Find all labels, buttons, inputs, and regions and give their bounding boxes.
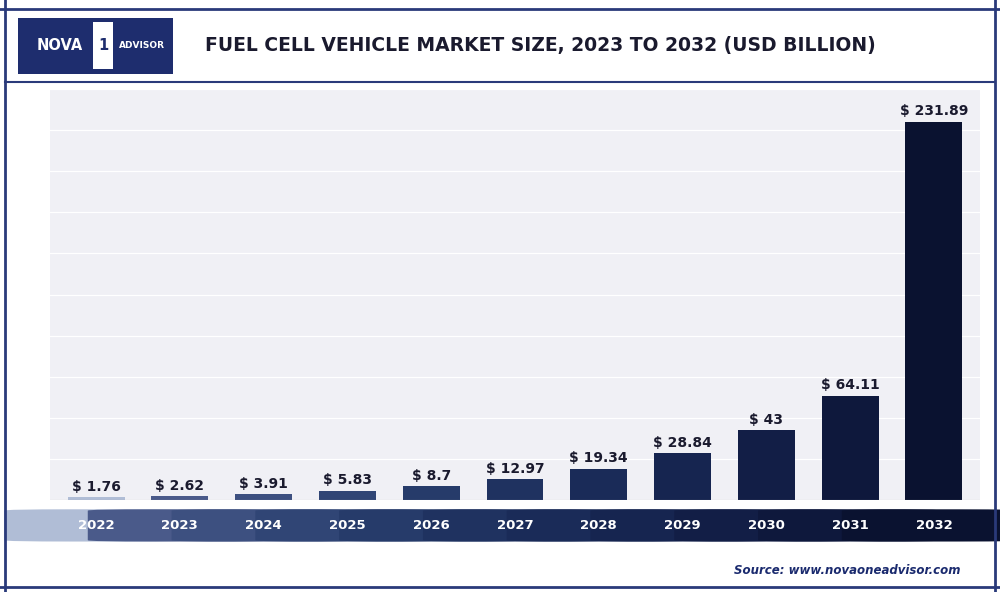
Text: 2031: 2031	[832, 519, 869, 532]
Text: $ 1.76: $ 1.76	[72, 480, 121, 494]
Bar	[235, 494, 292, 500]
Text: $ 19.34: $ 19.34	[569, 451, 628, 465]
Text: 2027: 2027	[497, 519, 533, 532]
Text: 2032: 2032	[916, 519, 952, 532]
FancyBboxPatch shape	[88, 509, 272, 542]
FancyBboxPatch shape	[255, 509, 440, 542]
Bar	[319, 491, 376, 500]
FancyBboxPatch shape	[674, 509, 858, 542]
Text: $ 12.97: $ 12.97	[486, 462, 544, 476]
Bar	[822, 395, 879, 500]
Text: 1: 1	[98, 38, 108, 53]
Text: $ 43: $ 43	[749, 413, 783, 427]
FancyBboxPatch shape	[339, 509, 523, 542]
Text: NOVA: NOVA	[37, 38, 83, 53]
Text: $ 64.11: $ 64.11	[821, 378, 880, 392]
FancyBboxPatch shape	[507, 509, 691, 542]
FancyBboxPatch shape	[590, 509, 775, 542]
Text: FUEL CELL VEHICLE MARKET SIZE, 2023 TO 2032 (USD BILLION): FUEL CELL VEHICLE MARKET SIZE, 2023 TO 2…	[205, 36, 875, 55]
Bar	[654, 453, 711, 500]
FancyBboxPatch shape	[172, 509, 356, 542]
FancyBboxPatch shape	[758, 509, 942, 542]
Text: 2024: 2024	[245, 519, 282, 532]
Text: 2025: 2025	[329, 519, 366, 532]
Text: 2026: 2026	[413, 519, 450, 532]
Bar	[738, 430, 795, 500]
Bar	[403, 486, 460, 500]
Text: $ 8.7: $ 8.7	[412, 469, 451, 482]
Text: 2030: 2030	[748, 519, 785, 532]
Text: 2023: 2023	[161, 519, 198, 532]
Text: 2022: 2022	[78, 519, 114, 532]
Bar	[68, 497, 125, 500]
Text: ADVISOR: ADVISOR	[119, 41, 165, 50]
Text: $ 28.84: $ 28.84	[653, 436, 712, 450]
Text: 2029: 2029	[664, 519, 701, 532]
Text: $ 5.83: $ 5.83	[323, 474, 372, 487]
Bar	[487, 479, 543, 500]
FancyBboxPatch shape	[4, 509, 188, 542]
Text: 2028: 2028	[580, 519, 617, 532]
FancyBboxPatch shape	[423, 509, 607, 542]
Bar	[93, 22, 113, 69]
Text: Source: www.novaoneadvisor.com: Source: www.novaoneadvisor.com	[734, 564, 960, 577]
Bar	[151, 496, 208, 500]
Text: $ 231.89: $ 231.89	[900, 104, 968, 118]
Bar	[905, 121, 962, 500]
Text: $ 2.62: $ 2.62	[155, 479, 204, 493]
Text: $ 3.91: $ 3.91	[239, 477, 288, 491]
FancyBboxPatch shape	[842, 509, 1000, 542]
Bar	[570, 469, 627, 500]
